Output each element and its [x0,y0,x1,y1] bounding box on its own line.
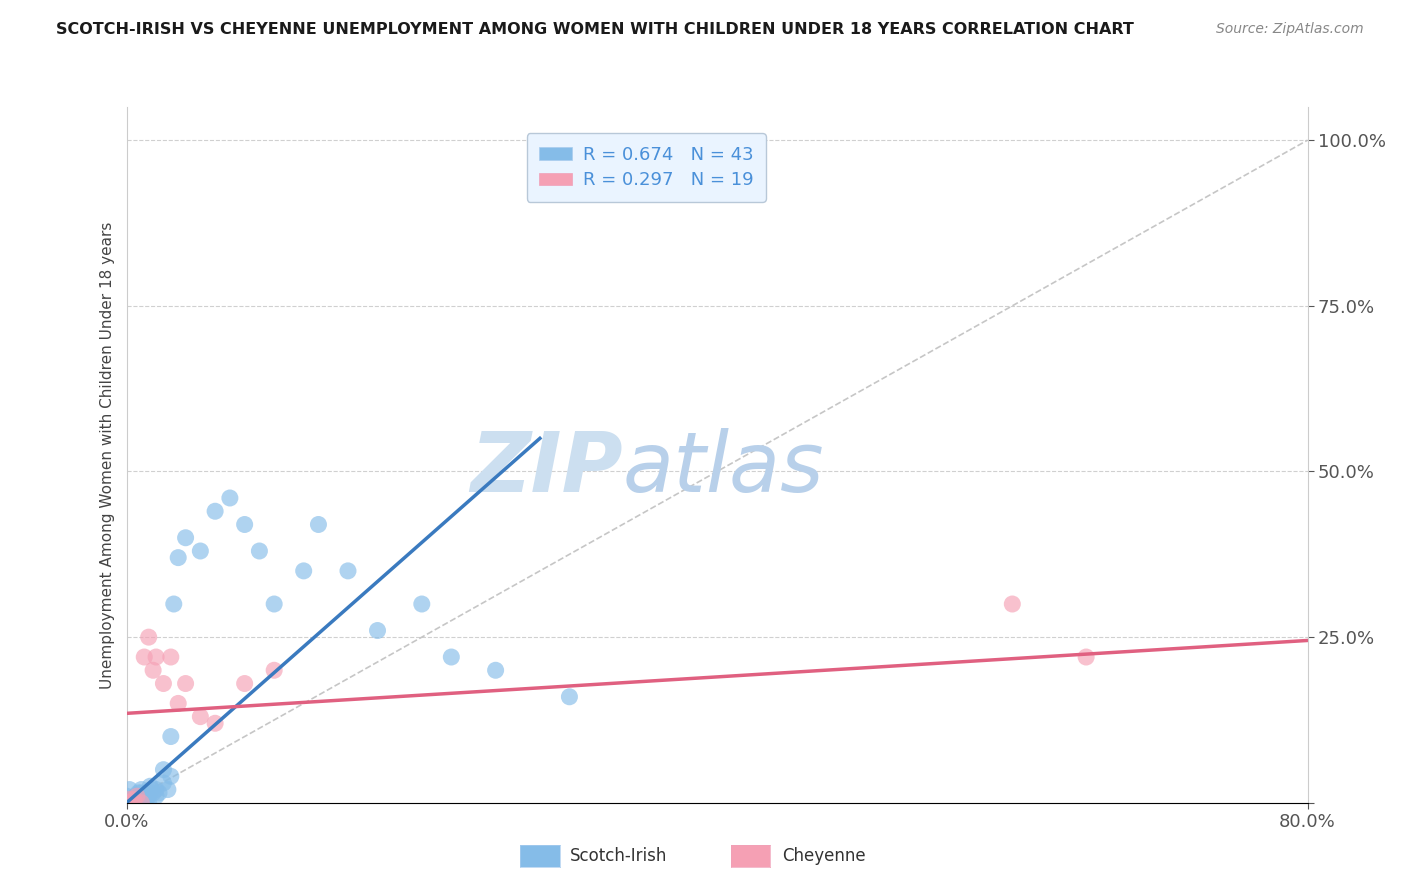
Point [167,697,190,711]
Point [233,517,256,532]
Point [148,786,170,800]
Point [159,769,183,783]
Point [366,624,388,638]
Point [219,491,242,505]
Point [135,792,157,806]
Point [167,550,190,565]
Point [263,663,285,677]
Point [134,789,156,804]
Point [115,796,138,810]
Text: SCOTCH-IRISH VS CHEYENNE UNEMPLOYMENT AMONG WOMEN WITH CHILDREN UNDER 18 YEARS C: SCOTCH-IRISH VS CHEYENNE UNEMPLOYMENT AM… [56,22,1135,37]
Text: Scotch-Irish: Scotch-Irish [569,847,666,865]
Point [129,789,153,804]
Point [440,650,463,665]
Point [145,782,167,797]
Point [122,796,145,810]
Y-axis label: Unemployment Among Women with Children Under 18 years: Unemployment Among Women with Children U… [100,221,115,689]
Point [118,792,141,806]
Point [159,650,183,665]
Point [142,663,165,677]
Point [141,782,163,797]
Point [129,796,153,810]
Point [159,730,183,744]
Point [152,676,174,690]
Point [142,786,165,800]
Point [307,517,329,532]
Point [128,796,150,810]
Point [122,792,145,806]
Point [484,663,508,677]
Point [204,716,226,731]
Point [138,789,160,804]
Point [129,786,153,800]
Point [145,650,167,665]
Point [263,597,285,611]
Point [134,650,156,665]
Point [129,782,153,797]
Text: Source: ZipAtlas.com: Source: ZipAtlas.com [1216,22,1364,37]
Point [1076,650,1098,665]
Point [152,763,174,777]
Text: atlas: atlas [623,428,824,509]
Point [174,676,197,690]
Point [120,792,142,806]
Point [204,504,226,518]
Point [174,531,197,545]
Point [115,789,138,804]
Point [1001,597,1024,611]
Point [188,544,211,558]
Point [138,796,160,810]
Text: Cheyenne: Cheyenne [782,847,865,865]
Point [118,782,141,797]
Point [163,597,186,611]
Point [292,564,315,578]
Point [152,776,174,790]
Point [156,782,179,797]
Point [145,789,167,804]
Point [125,792,148,806]
Point [233,676,256,690]
Point [127,786,149,800]
Point [125,789,148,804]
Point [411,597,433,611]
Point [337,564,360,578]
Point [247,544,270,558]
Text: ZIP: ZIP [470,428,623,509]
Point [558,690,581,704]
Point [188,709,211,723]
Point [138,630,160,644]
Point [124,789,146,804]
Legend: R = 0.674   N = 43, R = 0.297   N = 19: R = 0.674 N = 43, R = 0.297 N = 19 [527,134,766,202]
Point [139,779,162,793]
